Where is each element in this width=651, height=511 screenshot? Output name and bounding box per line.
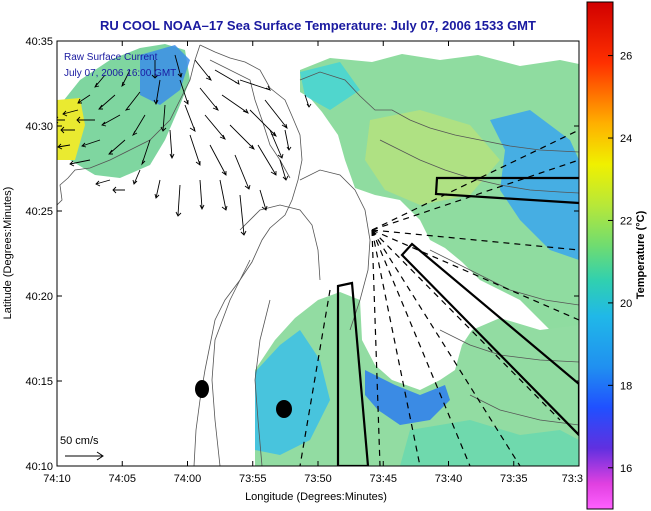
annotation-line-2: July 07, 2006 16:00 GMT [64, 68, 176, 79]
y-axis-label: Latitude (Degrees:Minutes) [2, 187, 14, 320]
x-tick-label: 73:45 [369, 473, 397, 485]
x-tick-label: 73:35 [500, 473, 528, 485]
station-marker-south [276, 400, 292, 418]
y-tick-label: 40:20 [25, 291, 53, 303]
y-tick-label: 40:10 [25, 461, 53, 473]
sst-patch-south-teal [400, 420, 579, 466]
x-tick-label: 73:40 [435, 473, 463, 485]
colorbar-label: Temperature (°C) [635, 210, 647, 299]
radar-sector-outlines [336, 176, 579, 466]
vector-scale: 50 cm/s [60, 435, 104, 461]
x-axis: 74:10 74:05 74:00 73:55 73:50 73:45 73:40 73:35… [43, 41, 583, 485]
chart-title: RU COOL NOAA–17 Sea Surface Temperature:… [100, 18, 536, 33]
sst-patch-south-blue [365, 370, 450, 425]
transect-lines [299, 129, 579, 466]
station-marker-north [195, 380, 209, 398]
colorbar-tick-label: 20 [620, 298, 632, 310]
sst-patch-south-cool [255, 330, 330, 455]
x-tick-label: 73:50 [304, 473, 332, 485]
vector-scale-label: 50 cm/s [60, 435, 99, 447]
y-tick-label: 40:30 [25, 121, 53, 133]
map-layer: 50 cm/s Raw Surface Current July 07, 200… [57, 41, 579, 466]
x-tick-label: 73:55 [239, 473, 267, 485]
colorbar-tick-label: 22 [620, 215, 632, 227]
sst-patch-ne-cool-edge [490, 110, 579, 260]
sst-patch-south [255, 292, 579, 466]
y-tick-label: 40:15 [25, 376, 53, 388]
annotation-line-1: Raw Surface Current [64, 52, 158, 63]
colorbar-tick-label: 16 [620, 463, 632, 475]
colorbar-ticks: 26 24 22 20 18 16 [608, 51, 632, 475]
x-axis-label: Longitude (Degrees:Minutes) [245, 491, 387, 503]
x-tick-label: 74:00 [174, 473, 202, 485]
y-tick-label: 40:25 [25, 206, 53, 218]
sst-patch-nw-blue [140, 45, 190, 105]
colorbar-tick-label: 24 [620, 133, 632, 145]
colorbar-tick-label: 26 [620, 51, 632, 63]
sst-patch-ne-warm [365, 110, 500, 205]
x-tick-label: 74:10 [43, 473, 71, 485]
colorbar [586, 1, 614, 510]
x-tick-label: 73:3 [562, 473, 583, 485]
colorbar-tick-label: 18 [620, 380, 632, 392]
y-axis: 40:35 40:30 40:25 40:20 40:15 40:10 [25, 36, 579, 473]
x-tick-label: 74:05 [108, 473, 136, 485]
surface-current-vectors [57, 54, 312, 236]
y-tick-label: 40:35 [25, 36, 53, 48]
